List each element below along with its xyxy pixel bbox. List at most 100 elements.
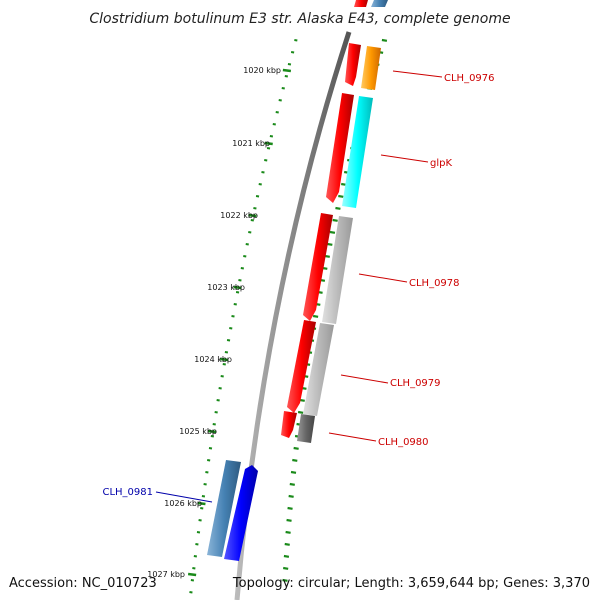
scale-minor-tick (198, 519, 202, 522)
track-tick (287, 506, 293, 510)
tick-label-1023: 1023 kbp (207, 283, 245, 292)
scale-major-tick-7 (187, 572, 197, 577)
gene-label-clh-0981: CLH_0981 (102, 487, 153, 498)
track-tick (299, 398, 305, 402)
gene-clh-0981[interactable]: CLH_0981 (102, 460, 258, 561)
track-tick (292, 458, 298, 462)
track-tick (283, 554, 290, 558)
scale-minor-tick (208, 447, 213, 450)
scale-minor-tick (192, 567, 196, 570)
track-tick (329, 230, 336, 234)
cog-block (207, 460, 241, 557)
scale-minor-tick (255, 195, 260, 198)
gene-label-clh-0976: CLH_0976 (444, 73, 495, 84)
scale-minor-tick (203, 483, 207, 486)
scale-major-tick-2 (248, 213, 257, 218)
scale-minor-tick (245, 243, 249, 246)
cds-arrow (326, 93, 354, 203)
gene-partial-top (354, 0, 388, 7)
gene-label-clh-0980: CLH_0980 (378, 437, 429, 448)
scale-minor-tick (240, 267, 244, 270)
scale-minor-tick (205, 471, 209, 474)
track-tick (338, 194, 344, 198)
gene-clh-0976[interactable]: CLH_0976 (345, 43, 495, 90)
track-tick (288, 494, 294, 498)
scale-minor-tick (266, 147, 271, 150)
scale-major-tick-5 (207, 429, 217, 434)
track-tick (332, 218, 338, 222)
cog-block (322, 216, 353, 324)
scale-minor-tick (287, 63, 292, 66)
scale-minor-tick (235, 291, 240, 294)
scale-minor-tick (269, 135, 274, 138)
scale-minor-tick (220, 375, 224, 378)
track-tick (293, 446, 299, 450)
scale-track-ticks (189, 39, 298, 594)
gene-label-glpk: glpK (430, 158, 452, 169)
scale-minor-tick (261, 171, 265, 174)
scale-major-tick-4 (219, 357, 229, 362)
cog-block (297, 414, 315, 443)
track-tick (286, 518, 292, 522)
track-tick (327, 242, 333, 246)
track-tick (312, 314, 319, 318)
scale-minor-tick (196, 531, 201, 534)
tick-label-1025: 1025 kbp (179, 427, 217, 436)
scale-minor-tick (226, 339, 231, 342)
gene-label-clh-0979: CLH_0979 (390, 378, 441, 389)
scale-minor-tick (272, 123, 276, 126)
scale-major-tick-3 (233, 285, 242, 290)
scale-minor-tick (290, 51, 295, 54)
scale-minor-tick (190, 579, 195, 582)
scale-minor-tick (201, 495, 206, 498)
scale-minor-tick (243, 255, 247, 258)
scale-labels: 1020 kbp 1021 kbp 1022 kbp 1023 kbp 1024… (147, 66, 281, 579)
scale-major-ticks (187, 68, 292, 577)
track-tick (284, 542, 290, 546)
cds-arrow (287, 320, 316, 413)
scale-major-tick-1 (264, 141, 273, 146)
scale-minor-tick (206, 459, 211, 462)
scale-minor-tick (250, 219, 254, 222)
scale-minor-tick (216, 399, 220, 402)
cds-arrow (281, 411, 297, 438)
scale-minor-tick (193, 555, 198, 558)
cog-block (303, 323, 334, 416)
gene-clh-0980[interactable]: CLH_0980 (281, 411, 429, 448)
genome-stats-text: Topology: circular; Length: 3,659,644 bp… (232, 576, 590, 591)
cog-block (342, 96, 373, 208)
scale-minor-tick (200, 507, 204, 510)
scale-minor-tick (278, 99, 282, 102)
tick-label-1027: 1027 kbp (147, 570, 185, 579)
accession-text: Accession: NC_010723 (9, 576, 157, 591)
tick-label-1020: 1020 kbp (243, 66, 281, 75)
cds-arrow (224, 465, 258, 561)
scale-minor-tick (222, 363, 226, 366)
scale-major-tick-0 (282, 68, 292, 73)
gene-clh-0978[interactable]: CLH_0978 (303, 213, 460, 324)
gene-clh-0979[interactable]: CLH_0979 (287, 320, 441, 416)
scale-minor-tick (189, 591, 193, 594)
track-tick (282, 578, 288, 582)
scale-minor-tick (218, 387, 222, 390)
scale-minor-tick (238, 279, 242, 282)
tick-label-1026: 1026 kbp (164, 499, 202, 508)
track-tick (381, 38, 388, 42)
tick-label-1021: 1021 kbp (232, 139, 270, 148)
gene-glpk[interactable]: glpK (326, 93, 452, 208)
scale-minor-tick (224, 351, 229, 354)
cds-arrow (303, 213, 333, 321)
track-tick (283, 566, 289, 570)
scale-minor-tick (231, 315, 235, 318)
track-tick (285, 530, 291, 534)
scale-minor-tick (253, 207, 257, 210)
track-tick (290, 470, 297, 474)
scale-minor-tick (212, 423, 216, 426)
track-tick (289, 482, 295, 486)
track-tick (297, 410, 304, 414)
scale-minor-tick (233, 303, 237, 306)
scale-major-tick-6 (197, 501, 206, 506)
scale-minor-tick (258, 183, 262, 186)
map-title: Clostridium botulinum E3 str. Alaska E43… (89, 11, 510, 27)
